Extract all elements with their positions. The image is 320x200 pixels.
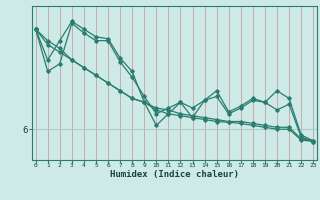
X-axis label: Humidex (Indice chaleur): Humidex (Indice chaleur) <box>110 170 239 179</box>
